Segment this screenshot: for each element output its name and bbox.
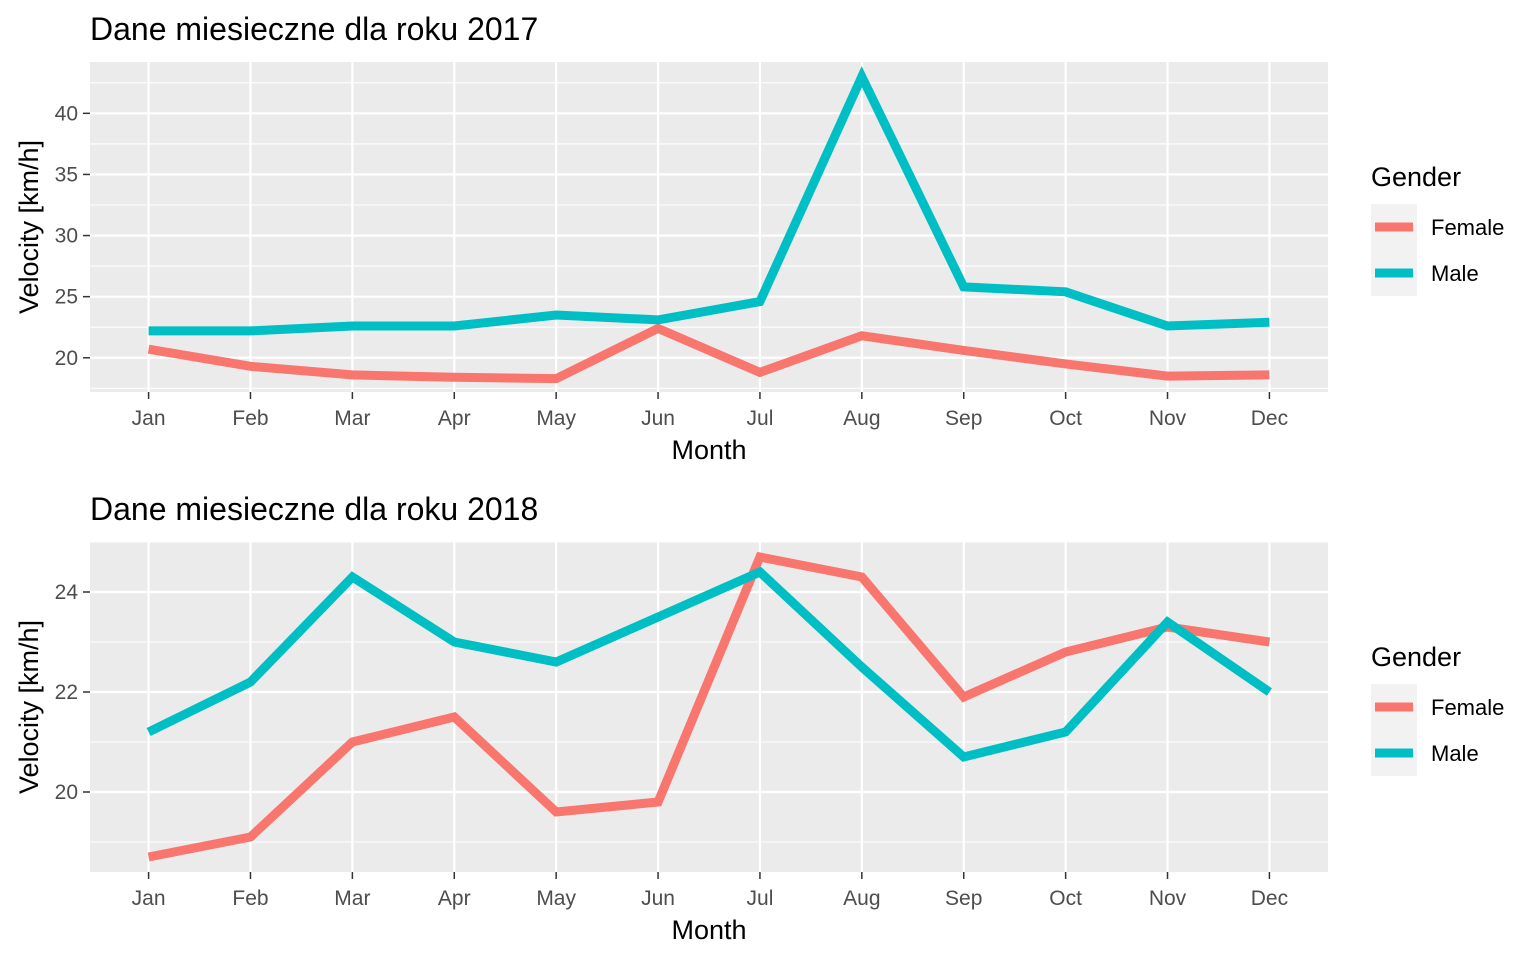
legend-key-background [1371, 684, 1417, 776]
legend-title: Gender [1371, 642, 1461, 672]
x-tick-label: Nov [1149, 407, 1187, 430]
y-tick-label: 30 [55, 225, 78, 248]
x-tick-label: Sep [945, 407, 982, 430]
legend-label-female: Female [1431, 695, 1504, 720]
x-tick-label: Jul [747, 887, 774, 910]
legend: Gender Female Male [1371, 162, 1504, 296]
x-tick-label: Sep [945, 887, 982, 910]
x-tick-label: Apr [438, 407, 471, 430]
chart-title: Dane miesieczne dla roku 2018 [90, 491, 538, 527]
plot-panel [90, 62, 1328, 392]
x-axis-title: Month [671, 435, 746, 465]
x-tick-label: Nov [1149, 887, 1187, 910]
y-tick-label: 40 [55, 102, 78, 125]
series-lines [146, 551, 1272, 862]
y-tick-label: 35 [55, 163, 78, 186]
x-tick-label: Jul [747, 407, 774, 430]
series-line-male [148, 66, 1270, 336]
x-tick-label: Dec [1251, 407, 1288, 430]
x-tick-label: May [536, 407, 576, 430]
x-tick-label: Jan [132, 887, 166, 910]
y-tick-label: 20 [55, 781, 78, 804]
y-axis: 20 22 24 [55, 581, 90, 804]
y-axis-title: Velocity [km/h] [14, 140, 44, 314]
legend: Gender Female Male [1371, 642, 1504, 776]
y-tick-label: 20 [55, 347, 78, 370]
legend-label-male: Male [1431, 741, 1479, 766]
y-axis-title: Velocity [km/h] [14, 620, 44, 794]
series-lines [147, 66, 1270, 384]
x-tick-label: Feb [232, 887, 268, 910]
x-tick-label: Oct [1049, 407, 1082, 430]
x-tick-label: Aug [843, 887, 880, 910]
chart-title: Dane miesieczne dla roku 2017 [90, 11, 538, 47]
x-tick-label: Mar [334, 887, 370, 910]
x-axis-title: Month [671, 915, 746, 945]
series-line-female [147, 551, 1271, 862]
legend-label-male: Male [1431, 261, 1479, 286]
y-tick-label: 25 [55, 286, 78, 309]
x-tick-label: Aug [843, 407, 880, 430]
x-tick-label: Jun [641, 887, 675, 910]
x-tick-label: Dec [1251, 887, 1288, 910]
series-line-male [146, 566, 1272, 762]
x-tick-label: May [536, 887, 576, 910]
x-axis: Jan Feb Mar Apr May Jun Jul Aug Sep Oct Nov Dec [132, 872, 1288, 910]
chart-2018: Dane miesieczne dla roku 2018 20 22 24 Jan Fe… [14, 491, 1504, 945]
x-tick-label: Mar [334, 407, 370, 430]
y-tick-label: 22 [55, 681, 78, 704]
x-tick-label: Jun [641, 407, 675, 430]
x-tick-label: Feb [232, 407, 268, 430]
y-axis: 20 25 30 35 40 [55, 102, 90, 370]
x-axis: Jan Feb Mar Apr May Jun Jul Aug Sep Oct Nov Dec [132, 392, 1288, 430]
legend-key-background [1371, 204, 1417, 296]
legend-label-female: Female [1431, 215, 1504, 240]
x-tick-label: Apr [438, 887, 471, 910]
chart-2017: Dane miesieczne dla roku 2017 20 25 30 35 40 J… [14, 11, 1504, 465]
series-line-female [147, 323, 1270, 384]
grid [90, 62, 1328, 392]
x-tick-label: Oct [1049, 887, 1082, 910]
x-tick-label: Jan [132, 407, 166, 430]
legend-title: Gender [1371, 162, 1461, 192]
y-tick-label: 24 [55, 581, 79, 604]
